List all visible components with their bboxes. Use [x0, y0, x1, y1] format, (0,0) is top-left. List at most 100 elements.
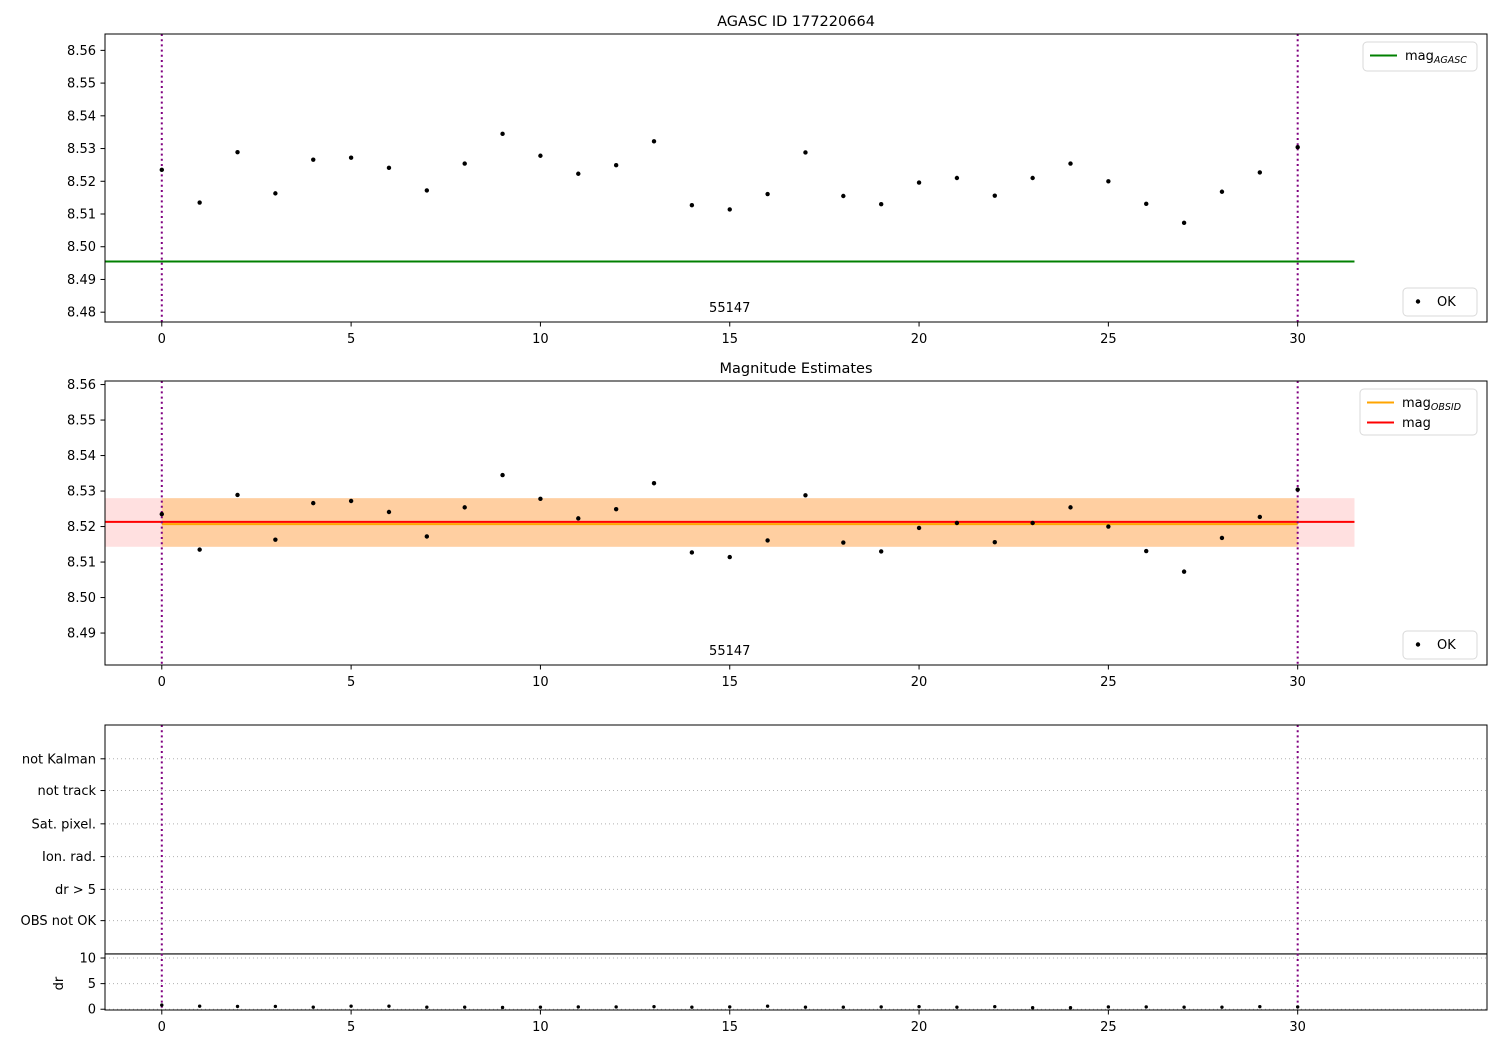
data-point: [1068, 505, 1073, 510]
y-tick-label: 8.49: [67, 627, 96, 642]
y-tick-label: 8.50: [67, 591, 96, 606]
y-tick-label: 8.50: [67, 240, 96, 255]
data-point: [197, 1004, 202, 1008]
data-point: [1295, 1005, 1300, 1009]
data-point: [803, 1005, 808, 1009]
data-point: [273, 1004, 278, 1009]
y-tick-label: 8.56: [67, 378, 96, 393]
y-axis: not Kalman not track Sat. pixel. Ion. rad. d…: [21, 752, 105, 1018]
data-point: [765, 1004, 770, 1008]
data-point: [500, 131, 505, 137]
magnitude-estimates-plot: 0 5 10 15 20 25 30 8.49 8.50 8.51 8.52 8.53 8.54 8.55…: [67, 361, 1488, 690]
data-point: [235, 492, 240, 498]
dr-tick-label: 0: [88, 1003, 96, 1018]
x-tick-label: 25: [1100, 675, 1117, 690]
data-point: [955, 1005, 959, 1009]
flag-category-label: Sat. pixel.: [32, 817, 96, 832]
x-tick-label: 0: [158, 332, 166, 347]
data-point: [1030, 520, 1035, 526]
legend-box: [1402, 630, 1478, 660]
x-tick-label: 0: [158, 675, 166, 690]
data-point: [576, 516, 581, 521]
x-tick-label: 10: [532, 675, 549, 690]
data-point: [576, 171, 581, 176]
y-tick-label: 8.56: [67, 44, 96, 59]
y-tick-label: 8.53: [67, 485, 96, 500]
legend-ok: OK: [1402, 630, 1478, 660]
data-point: [348, 498, 354, 504]
y-tick-label: 8.54: [67, 109, 96, 124]
data-point: [311, 500, 316, 506]
data-point: [651, 481, 657, 486]
data-point: [689, 550, 695, 555]
data-point: [1219, 189, 1225, 194]
data-point: [386, 509, 392, 515]
data-point: [765, 538, 770, 543]
legend-label: magOBSID: [1402, 396, 1461, 413]
data-point: [348, 155, 354, 160]
dr-tick-label: 10: [79, 952, 96, 967]
data-point: [992, 539, 997, 545]
y-axis: 8.48 8.49 8.50 8.51 8.52 8.53 8.54 8.55 8.56: [67, 44, 105, 321]
plot-frame: [104, 380, 1488, 666]
legend-label: mag: [1402, 416, 1431, 431]
data-point: [462, 505, 467, 510]
x-axis: 0 5 10 15 20 25 30: [158, 665, 1306, 690]
y-tick-label: 8.52: [67, 520, 96, 535]
data-point: [727, 207, 732, 212]
x-tick-label: 30: [1289, 1020, 1306, 1035]
data-point: [424, 534, 430, 539]
flag-category-label: OBS not OK: [21, 914, 97, 929]
plot-title: Magnitude Estimates: [719, 361, 872, 377]
flag-category-label: not track: [37, 784, 96, 799]
x-axis: 0 5 10 15 20 25 30: [158, 1010, 1306, 1035]
data-point: [992, 193, 997, 198]
data-point: [841, 540, 846, 545]
data-point: [1257, 170, 1263, 175]
legend-dot-swatch: [1415, 299, 1421, 304]
plot-title: AGASC ID 177220664: [717, 14, 875, 30]
data-point: [1219, 535, 1225, 541]
data-point: [879, 1005, 883, 1009]
flag-category-label: Ion. rad.: [42, 850, 96, 865]
data-point: [841, 193, 846, 199]
data-point: [728, 1005, 732, 1009]
data-point: [993, 1004, 997, 1009]
data-point: [916, 180, 922, 185]
x-tick-label: 10: [532, 332, 549, 347]
data-point: [576, 1005, 580, 1009]
plot-frame: [104, 33, 1488, 323]
y-tick-label: 8.51: [67, 556, 96, 571]
data-point: [160, 1003, 164, 1007]
data-point: [1181, 569, 1187, 574]
x-tick-label: 25: [1100, 1020, 1117, 1035]
data-point: [538, 153, 543, 158]
data-point: [235, 149, 240, 155]
data-point: [954, 175, 960, 181]
x-tick-label: 20: [911, 1020, 928, 1035]
legend-box: [1402, 287, 1478, 317]
legend-label: OK: [1437, 295, 1456, 310]
x-tick-label: 20: [911, 675, 928, 690]
flag-category-label: not Kalman: [22, 752, 96, 767]
x-axis: 0 5 10 15 20 25 30: [158, 322, 1306, 347]
x-tick-label: 30: [1289, 332, 1306, 347]
data-point: [689, 202, 695, 208]
legend-dot-swatch: [1415, 642, 1421, 647]
data-point: [1257, 514, 1263, 520]
data-point: [803, 150, 808, 155]
x-tick-label: 5: [347, 1020, 355, 1035]
legend-label: magAGASC: [1405, 49, 1467, 66]
data-point: [652, 1004, 656, 1009]
data-point: [311, 1005, 315, 1009]
data-point: [1144, 201, 1149, 207]
x-tick-label: 30: [1289, 675, 1306, 690]
data-points: [159, 131, 1300, 226]
data-points: [160, 1003, 1300, 1010]
data-point: [1030, 1005, 1035, 1010]
y-tick-label: 8.52: [67, 175, 96, 190]
data-point: [273, 191, 278, 196]
data-point: [311, 157, 316, 162]
data-point: [462, 161, 467, 166]
